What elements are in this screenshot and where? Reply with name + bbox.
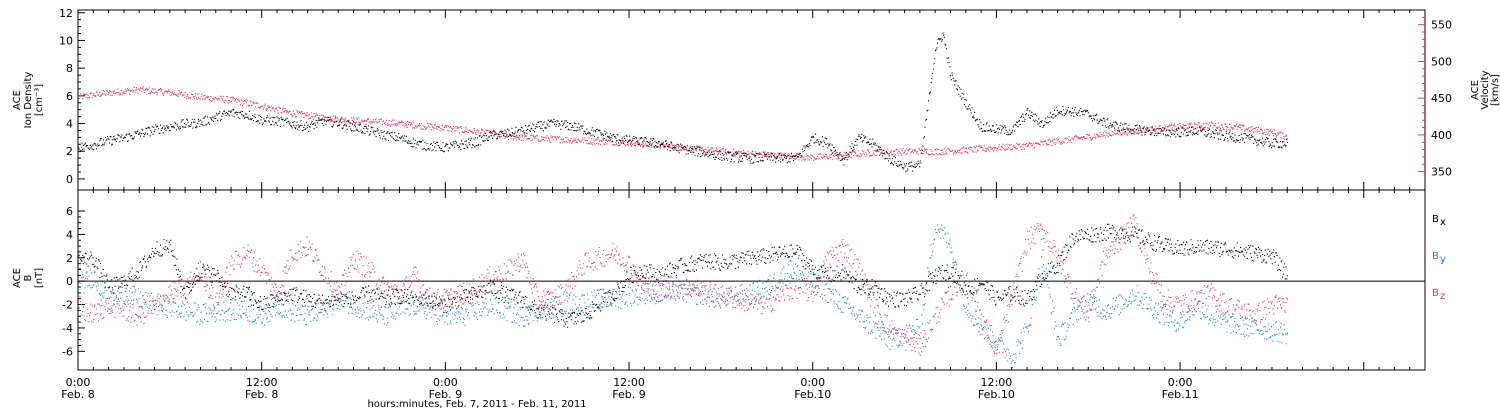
b-tick-label: 6: [66, 205, 73, 218]
b-tick-label: -4: [62, 322, 73, 335]
legend-label: B: [1432, 288, 1439, 299]
legend-label: B: [1432, 214, 1439, 225]
velocity-axis-title-line: [km/s]: [1490, 74, 1500, 106]
b-axis-title-line: [nT]: [34, 268, 45, 288]
density-series-points: [78, 32, 1288, 173]
density-tick-label: 8: [66, 62, 73, 75]
b-tick-label: -6: [62, 345, 73, 358]
density-tick-label: 2: [66, 145, 73, 158]
velocity-tick-label: 550: [1431, 19, 1452, 32]
density-axis-title-line: Ion Density: [23, 72, 34, 129]
x-tick-time: 12:00: [246, 376, 278, 389]
b-axis-title-line: B: [23, 274, 34, 281]
x-tick-time: 0:00: [1168, 376, 1193, 389]
velocity-axis-title-line: ACE: [1470, 80, 1481, 100]
top-plot-frame: [77, 9, 1426, 191]
b-tick-label: 2: [66, 252, 73, 265]
velocity-tick-label: 350: [1431, 166, 1452, 179]
x-tick-date: Feb. 9: [429, 388, 462, 401]
bz-series: [78, 214, 1288, 356]
b-axis-title-line: ACE: [12, 268, 23, 288]
density-tick-label: 10: [59, 34, 73, 47]
legend-label: B: [1432, 251, 1439, 262]
velocity-tick-label: 500: [1431, 55, 1452, 68]
x-tick-time: 0:00: [433, 376, 458, 389]
x-tick-time: 0:00: [800, 376, 825, 389]
x-axis-title: hours:minutes, Feb. 7, 2011 - Feb. 11, 2…: [367, 399, 586, 410]
b-tick-label: -2: [62, 299, 73, 312]
velocity-axis-title-line: Velocity: [1480, 70, 1491, 109]
x-tick-date: Feb.11: [1162, 388, 1199, 401]
b-tick-label: 4: [66, 228, 73, 241]
velocity-series: [78, 86, 1288, 161]
velocity-tick-label: 400: [1431, 129, 1452, 142]
density-series: [78, 32, 1288, 173]
x-tick-date: Feb. 9: [612, 388, 645, 401]
x-tick-date: Feb. 8: [61, 388, 94, 401]
velocity-tick-label: 450: [1431, 92, 1452, 105]
legend-subscript: x: [1440, 217, 1446, 228]
density-tick-label: 0: [66, 173, 73, 186]
legend-subscript: z: [1440, 291, 1445, 302]
density-axis-title-line: [cm⁻³]: [34, 84, 45, 116]
x-tick-date: Feb.10: [978, 388, 1015, 401]
x-tick-date: Feb.10: [794, 388, 831, 401]
bz-series-points: [78, 214, 1288, 356]
velocity-series-points: [78, 86, 1288, 161]
b-tick-label: 0: [66, 275, 73, 288]
density-axis-title-line: ACE: [12, 90, 23, 110]
density-tick-label: 6: [66, 90, 73, 103]
x-tick-date: Feb. 8: [245, 388, 278, 401]
density-tick-label: 4: [66, 118, 73, 131]
x-tick-time: 12:00: [981, 376, 1013, 389]
legend-subscript: y: [1440, 254, 1446, 265]
bottom-plot-frame: [77, 189, 1426, 371]
x-tick-time: 12:00: [613, 376, 645, 389]
x-tick-time: 0:00: [66, 376, 91, 389]
density-tick-label: 12: [59, 7, 73, 20]
